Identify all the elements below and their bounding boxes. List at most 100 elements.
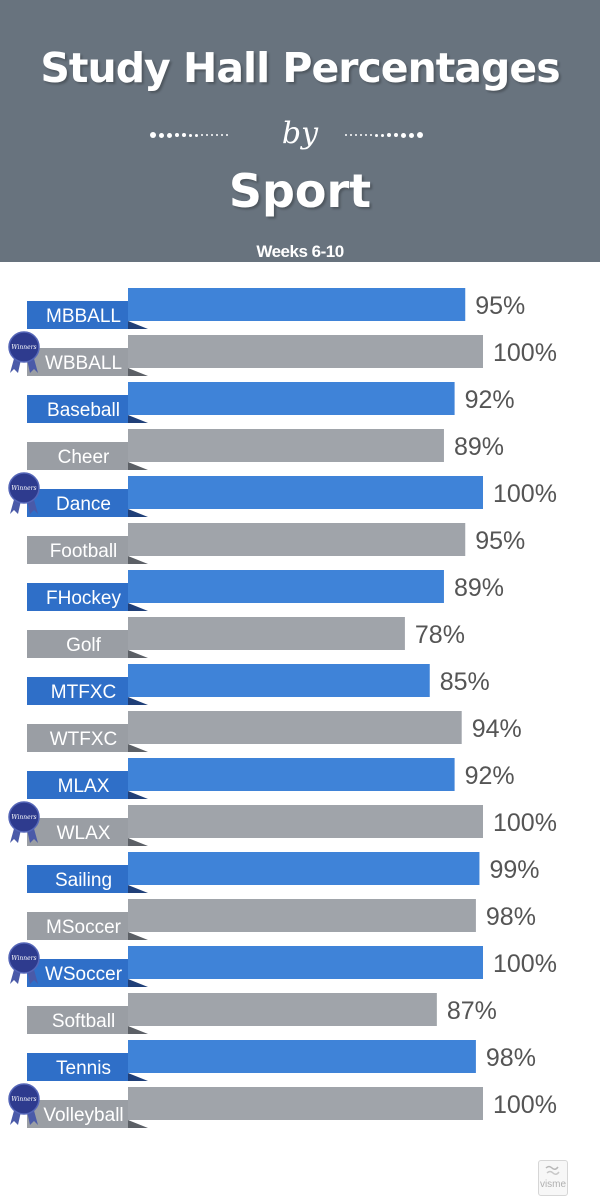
bar xyxy=(128,617,405,650)
bar-row-sailing: Sailing 99% xyxy=(27,852,539,893)
bar-row-fhockey: FHockey 89% xyxy=(27,570,504,611)
bar xyxy=(128,805,483,838)
value-label: 100% xyxy=(493,339,557,367)
category-label: WSoccer xyxy=(45,964,123,985)
winners-ribbon-icon: Winners xyxy=(8,942,40,984)
bar xyxy=(128,523,466,556)
decorative-dot xyxy=(355,134,357,136)
value-label: 87% xyxy=(447,997,497,1025)
decorative-dot xyxy=(387,133,391,137)
decorative-dot xyxy=(189,133,192,137)
left-dots-decoration xyxy=(150,132,250,138)
value-label: 89% xyxy=(454,433,504,461)
category-label-tab xyxy=(27,959,128,987)
ribbon-text: Winners xyxy=(11,344,36,351)
decorative-dot xyxy=(370,134,372,136)
label-fold-shadow xyxy=(128,744,148,752)
bar-row-mtfxc: MTFXC 85% xyxy=(27,664,490,705)
category-label: MTFXC xyxy=(51,682,116,703)
winners-ribbon-icon: Winners xyxy=(8,331,40,373)
category-label: Tennis xyxy=(56,1058,111,1079)
decorative-dot xyxy=(175,133,179,137)
bar-row-wsoccer: WSoccer 100% Winners xyxy=(8,942,557,987)
decorative-dot xyxy=(182,133,186,137)
category-label: WBBALL xyxy=(45,353,122,374)
label-fold-shadow xyxy=(128,650,148,658)
decorative-dot xyxy=(216,134,218,136)
header-banner: Study Hall Percentages by Sport Weeks 6-… xyxy=(0,0,600,262)
category-label: WLAX xyxy=(57,823,111,844)
category-label-tab xyxy=(27,677,128,705)
by-word: by xyxy=(281,116,319,151)
category-label: Volleyball xyxy=(43,1105,123,1126)
chart-title: Study Hall Percentages xyxy=(40,44,560,92)
decorative-dot xyxy=(360,134,362,136)
bar xyxy=(128,288,466,321)
ribbon-medal xyxy=(8,331,40,363)
bar xyxy=(128,664,430,697)
by-divider: by xyxy=(0,110,600,160)
category-label-tab xyxy=(27,1053,128,1081)
decorative-dot xyxy=(345,134,347,136)
visme-watermark: visme xyxy=(538,1160,568,1196)
bar-row-wbball: WBBALL 100% Winners xyxy=(8,331,557,376)
bar-row-cheer: Cheer 89% xyxy=(27,429,504,470)
value-label: 98% xyxy=(486,1044,536,1072)
decorative-dot xyxy=(365,134,367,136)
bar-row-softball: Softball 87% xyxy=(27,993,497,1034)
category-label: MLAX xyxy=(58,776,110,797)
category-label: Cheer xyxy=(58,447,110,468)
decorative-dot xyxy=(381,133,384,137)
label-fold-shadow xyxy=(128,697,148,705)
category-label: MBBALL xyxy=(46,306,121,327)
ribbon-medal xyxy=(8,472,40,504)
label-fold-shadow xyxy=(128,1073,148,1081)
decorative-dot xyxy=(401,132,406,138)
label-fold-shadow xyxy=(128,838,148,846)
category-label: FHockey xyxy=(46,588,121,609)
decorative-dot xyxy=(201,134,203,136)
bar-chart: MBBALL 95% WBBALL 100% Winners Baseball 92% Che… xyxy=(8,288,557,1128)
decorative-dot xyxy=(195,133,198,137)
ribbon-text: Winners xyxy=(11,485,36,492)
visme-logo-icon xyxy=(545,1165,560,1176)
bar-row-dance: Dance 100% Winners xyxy=(8,472,557,517)
category-label-tab xyxy=(27,912,128,940)
weeks-label: Weeks 6-10 xyxy=(256,242,344,261)
category-label-tab xyxy=(27,818,128,846)
bar-row-msoccer: MSoccer 98% xyxy=(27,899,536,940)
category-label-tab xyxy=(27,489,128,517)
bar-row-baseball: Baseball 92% xyxy=(27,382,515,423)
bar xyxy=(128,758,455,791)
label-fold-shadow xyxy=(128,321,148,329)
ribbon-text: Winners xyxy=(11,1096,36,1103)
value-label: 78% xyxy=(415,621,465,649)
value-label: 89% xyxy=(454,574,504,602)
label-fold-shadow xyxy=(128,791,148,799)
category-label-tab xyxy=(27,348,128,376)
bar-row-mlax: MLAX 92% xyxy=(27,758,515,799)
value-label: 100% xyxy=(493,950,557,978)
value-label: 99% xyxy=(489,856,539,884)
category-label-tab xyxy=(27,724,128,752)
right-dots-decoration xyxy=(345,132,445,138)
bar xyxy=(128,946,483,979)
category-label: Softball xyxy=(52,1011,115,1032)
value-label: 92% xyxy=(465,386,515,414)
label-fold-shadow xyxy=(128,979,148,987)
decorative-dot xyxy=(375,133,378,137)
ribbon-medal xyxy=(8,801,40,833)
decorative-dot xyxy=(221,134,223,136)
visme-wordmark: visme xyxy=(539,1179,567,1190)
category-label-tab xyxy=(27,771,128,799)
decorative-dot xyxy=(226,134,228,136)
bar-row-tennis: Tennis 98% xyxy=(27,1040,536,1081)
category-label-tab xyxy=(27,536,128,564)
decorative-dot xyxy=(167,132,172,138)
category-label: Football xyxy=(50,541,118,562)
category-label: WTFXC xyxy=(50,729,118,750)
winners-ribbon-icon: Winners xyxy=(8,1083,40,1125)
bar-row-football: Football 95% xyxy=(27,523,525,564)
bar xyxy=(128,993,437,1026)
label-fold-shadow xyxy=(128,556,148,564)
